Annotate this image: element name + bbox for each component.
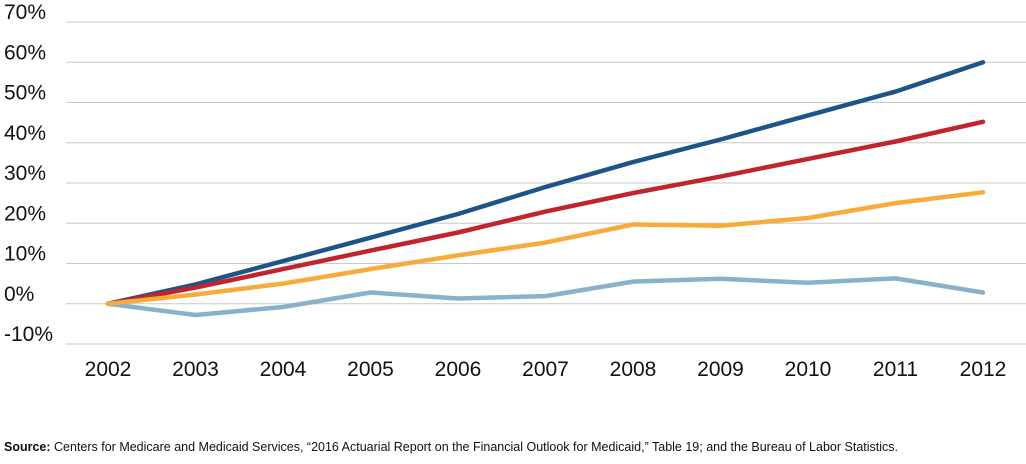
x-tick-label: 2012	[960, 358, 1007, 381]
y-tick-label: -10%	[4, 323, 53, 346]
y-axis-ticks: -10% 0% 10% 20% 30% 40% 50% 60% 70%	[4, 1, 53, 346]
x-tick-label: 2007	[522, 358, 569, 381]
source-note: Source: Centers for Medicare and Medicai…	[4, 440, 1024, 454]
x-tick-label: 2008	[610, 358, 657, 381]
y-tick-label: 50%	[4, 82, 46, 105]
source-label: Source:	[4, 440, 51, 454]
y-tick-label: 60%	[4, 41, 46, 64]
y-tick-label: 0%	[4, 283, 34, 306]
x-tick-label: 2010	[785, 358, 832, 381]
y-tick-label: 20%	[4, 202, 46, 225]
source-text: Centers for Medicare and Medicaid Servic…	[50, 440, 898, 454]
y-tick-label: 10%	[4, 243, 46, 266]
y-tick-label: 30%	[4, 162, 46, 185]
line-chart: -10% 0% 10% 20% 30% 40% 50% 60% 70% 2002 2003 2004…	[4, 1, 1026, 381]
series-line-actual-spending	[105, 276, 986, 318]
series-line-cpi-m-1	[105, 60, 986, 307]
y-tick-label: 40%	[4, 122, 46, 145]
x-tick-label: 2002	[85, 358, 132, 381]
x-tick-label: 2003	[172, 358, 219, 381]
x-tick-label: 2006	[435, 358, 482, 381]
series-lines	[105, 60, 986, 318]
grid-lines	[66, 21, 1026, 345]
x-tick-label: 2005	[347, 358, 394, 381]
x-tick-label: 2011	[873, 358, 918, 381]
x-axis-ticks: 2002 2003 2004 2005 2006 2007 2008 2009 2010 2011…	[85, 358, 1007, 381]
y-tick-label: 70%	[4, 1, 46, 24]
x-tick-label: 2004	[260, 358, 307, 381]
series-line-cpi-m	[105, 119, 986, 307]
series-line-cpi-u	[105, 190, 986, 307]
x-tick-label: 2009	[697, 358, 744, 381]
